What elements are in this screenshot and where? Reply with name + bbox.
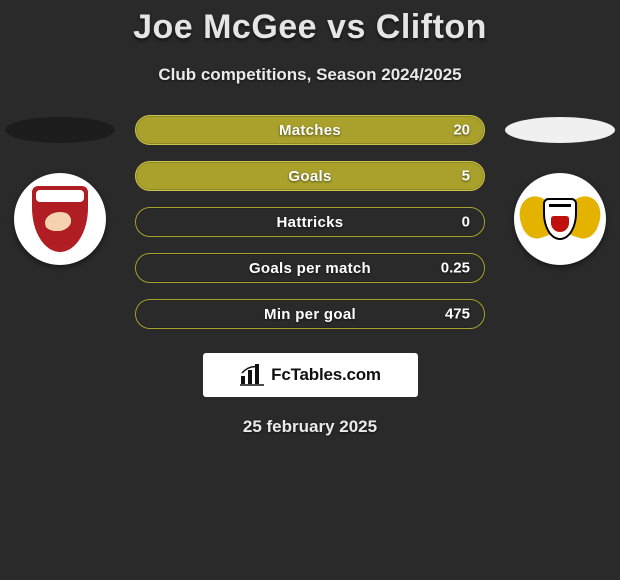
shield-icon [29, 183, 91, 255]
stat-value: 475 [445, 306, 470, 323]
wings-shield-icon [520, 190, 600, 248]
stat-value: 0 [462, 214, 470, 231]
bar-chart-icon [239, 364, 265, 386]
stat-value: 20 [453, 122, 470, 139]
logo-text: FcTables.com [271, 365, 381, 385]
stat-label: Goals per match [249, 260, 371, 277]
stat-row: Goals per match 0.25 [135, 253, 485, 283]
stat-row: Hattricks 0 [135, 207, 485, 237]
stat-row: Min per goal 475 [135, 299, 485, 329]
stat-label: Goals [288, 168, 331, 185]
stat-label: Hattricks [277, 214, 344, 231]
stat-value: 0.25 [441, 260, 470, 277]
stat-label: Matches [279, 122, 341, 139]
date-label: 25 february 2025 [0, 417, 620, 437]
right-team-badge [514, 173, 606, 265]
right-side [500, 115, 620, 265]
stat-value: 5 [462, 168, 470, 185]
stats-list: Matches 20 Goals 5 Hattricks 0 Goals per match… [135, 115, 485, 329]
content-area: Matches 20 Goals 5 Hattricks 0 Goals per match… [0, 115, 620, 437]
left-player-ellipse [5, 117, 115, 143]
left-side [0, 115, 120, 265]
page-title: Joe McGee vs Clifton [0, 0, 620, 47]
subtitle: Club competitions, Season 2024/2025 [0, 65, 620, 85]
stat-label: Min per goal [264, 306, 356, 323]
fctables-logo: FcTables.com [203, 353, 418, 397]
right-player-ellipse [505, 117, 615, 143]
stat-row: Goals 5 [135, 161, 485, 191]
stat-row: Matches 20 [135, 115, 485, 145]
left-team-badge [14, 173, 106, 265]
